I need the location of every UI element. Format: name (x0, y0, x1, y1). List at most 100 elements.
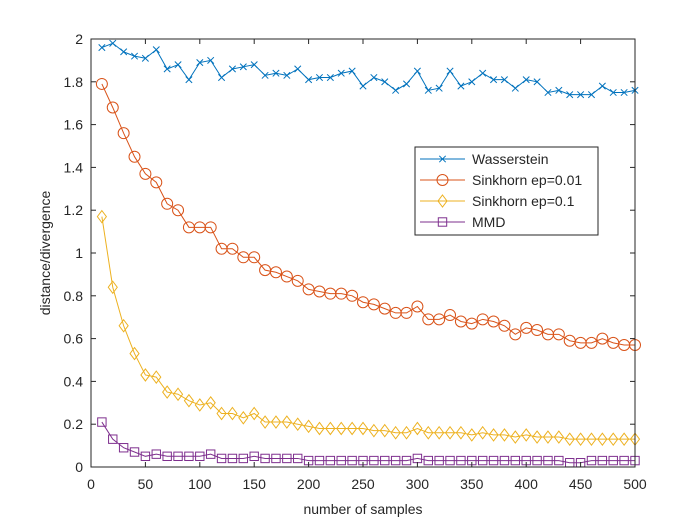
data-point-sinkhorn-ep-0-1 (172, 387, 184, 402)
data-point-mmd (456, 455, 466, 466)
data-point-sinkhorn-ep-0-1 (575, 432, 586, 447)
legend-label: Sinkhorn ep=0.01 (472, 172, 582, 188)
data-point-sinkhorn-ep-0-1 (194, 398, 205, 412)
data-point-wasserstein (381, 78, 389, 86)
data-point-sinkhorn-ep-0-01 (585, 336, 598, 349)
data-point-wasserstein (544, 88, 552, 97)
data-point-mmd (227, 453, 238, 464)
data-point-mmd (249, 451, 259, 462)
data-point-mmd (445, 455, 455, 466)
data-point-sinkhorn-ep-0-1 (618, 432, 630, 447)
x-tick-label: 250 (351, 476, 375, 492)
data-point-wasserstein (490, 76, 498, 84)
data-point-sinkhorn-ep-0-01 (106, 101, 119, 114)
data-point-mmd (162, 451, 172, 462)
data-point-mmd (173, 451, 183, 462)
data-point-sinkhorn-ep-0-01 (139, 167, 152, 180)
data-point-mmd (434, 455, 444, 466)
data-point-sinkhorn-ep-0-01 (378, 302, 391, 315)
data-point-wasserstein (196, 58, 204, 67)
x-tick-label: 0 (87, 476, 95, 492)
data-point-sinkhorn-ep-0-1 (151, 370, 162, 384)
data-point-sinkhorn-ep-0-01 (150, 176, 163, 189)
data-point-wasserstein (555, 86, 563, 94)
data-point-sinkhorn-ep-0-1 (521, 428, 532, 442)
data-point-mmd (336, 455, 346, 466)
data-point-wasserstein (294, 65, 302, 73)
data-point-wasserstein (500, 76, 508, 84)
legend-label: Sinkhorn ep=0.1 (472, 193, 575, 209)
x-axis-label: number of samples (303, 501, 422, 517)
x-tick-label: 50 (138, 476, 154, 492)
data-point-mmd (499, 455, 510, 466)
data-point-mmd (293, 453, 303, 464)
data-point-sinkhorn-ep-0-1 (542, 430, 554, 444)
data-point-mmd (184, 451, 194, 462)
data-point-mmd (597, 455, 608, 466)
data-point-sinkhorn-ep-0-01 (596, 332, 609, 345)
data-point-wasserstein (620, 88, 628, 97)
data-point-sinkhorn-ep-0-01 (291, 274, 304, 287)
data-point-wasserstein (370, 73, 378, 82)
data-point-sinkhorn-ep-0-01 (400, 306, 413, 319)
data-point-mmd (260, 453, 270, 464)
data-point-mmd (118, 443, 129, 453)
data-point-sinkhorn-ep-0-1 (401, 425, 412, 440)
data-point-sinkhorn-ep-0-1 (531, 430, 543, 444)
data-point-mmd (195, 451, 205, 462)
data-point-mmd (271, 453, 281, 464)
data-point-wasserstein (152, 46, 160, 54)
data-point-wasserstein (315, 73, 324, 82)
data-point-sinkhorn-ep-0-01 (269, 266, 282, 279)
y-tick-label: 1 (75, 245, 83, 261)
data-point-sinkhorn-ep-0-1 (423, 425, 434, 440)
data-point-sinkhorn-ep-0-1 (129, 346, 140, 361)
y-tick-label: 0 (75, 459, 83, 475)
data-point-sinkhorn-ep-0-01 (411, 300, 424, 313)
data-point-sinkhorn-ep-0-1 (292, 417, 303, 432)
data-point-sinkhorn-ep-0-1 (162, 385, 173, 399)
data-point-mmd (488, 455, 499, 466)
data-point-wasserstein (609, 88, 617, 97)
data-point-sinkhorn-ep-0-1 (434, 425, 445, 440)
data-point-mmd (97, 417, 107, 427)
data-point-wasserstein (468, 78, 476, 86)
data-point-sinkhorn-ep-0-1 (96, 209, 108, 224)
data-point-sinkhorn-ep-0-1 (140, 368, 151, 382)
data-point-mmd (619, 455, 629, 466)
data-point-wasserstein (457, 82, 465, 90)
x-tick-label: 100 (188, 476, 212, 492)
x-tick-label: 400 (515, 476, 539, 492)
data-point-mmd (151, 449, 161, 459)
data-point-sinkhorn-ep-0-1 (303, 419, 314, 434)
data-point-mmd (543, 455, 553, 466)
y-tick-label: 0.8 (64, 288, 84, 304)
data-point-wasserstein (239, 63, 247, 71)
data-point-sinkhorn-ep-0-1 (412, 421, 423, 436)
data-point-wasserstein (479, 69, 487, 77)
y-tick-label: 0.6 (64, 331, 84, 347)
data-point-sinkhorn-ep-0-1 (227, 406, 238, 421)
data-point-mmd (129, 447, 140, 457)
legend-label: MMD (472, 214, 505, 230)
data-point-wasserstein (98, 44, 106, 52)
data-point-mmd (423, 455, 433, 466)
x-tick-label: 450 (569, 476, 593, 492)
data-point-wasserstein (402, 80, 411, 88)
data-point-sinkhorn-ep-0-01 (172, 204, 185, 217)
data-point-sinkhorn-ep-0-1 (597, 432, 608, 447)
data-point-sinkhorn-ep-0-1 (553, 430, 564, 444)
data-point-sinkhorn-ep-0-01 (280, 270, 293, 283)
data-point-wasserstein (250, 61, 258, 69)
data-point-wasserstein (174, 61, 182, 69)
data-point-wasserstein (261, 71, 269, 79)
series-mmd (97, 417, 640, 468)
data-point-mmd (380, 455, 390, 466)
data-point-mmd (477, 455, 488, 466)
data-point-mmd (205, 449, 216, 459)
data-point-wasserstein (218, 73, 226, 82)
data-point-wasserstein (207, 56, 215, 64)
data-point-sinkhorn-ep-0-1 (259, 415, 271, 429)
data-point-wasserstein (392, 86, 400, 94)
